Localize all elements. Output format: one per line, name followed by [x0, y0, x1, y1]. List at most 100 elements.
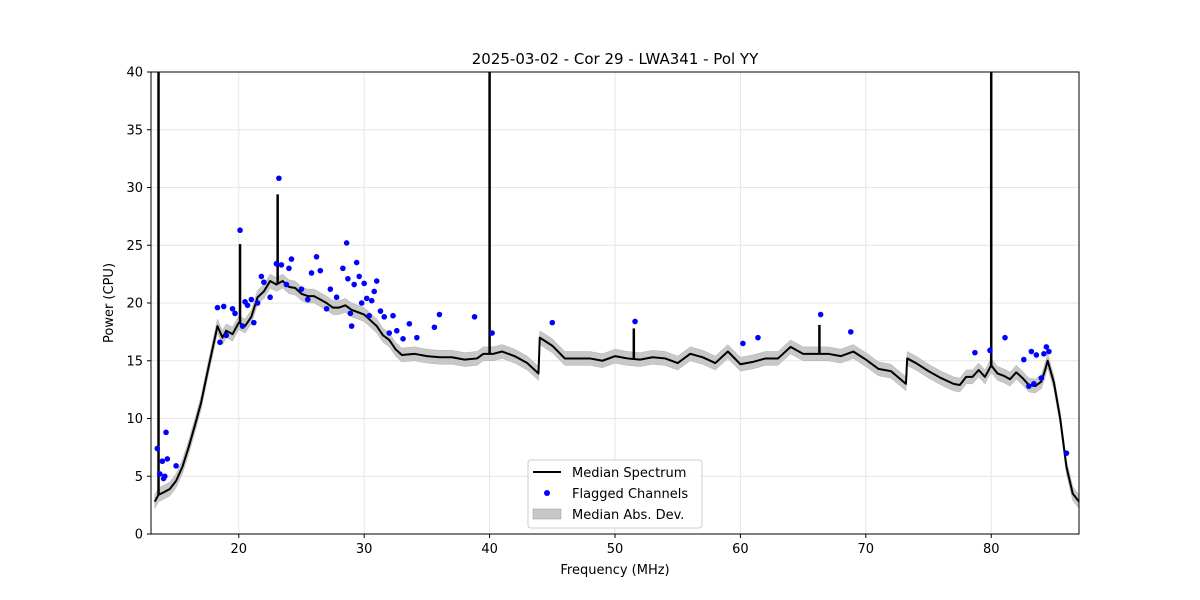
flagged-channel-point	[358, 300, 365, 306]
flagged-channel-point	[1043, 344, 1050, 350]
axis-ticks: 20 30 40 50 60 70 80 0 5 10 15 20 25 30 35 40	[126, 66, 999, 558]
flagged-channel-point	[817, 311, 824, 318]
flagged-channel-point	[373, 278, 380, 284]
chart-title: 2025-03-02 - Cor 29 - LWA341 - Pol YY	[472, 50, 759, 68]
y-tick-label: 20	[126, 297, 143, 312]
flagged-channel-point	[159, 458, 166, 465]
flagged-channel-point	[368, 297, 375, 304]
flagged-channel-point	[220, 303, 227, 310]
flagged-channel-point	[276, 175, 282, 182]
flagged-channel-point	[304, 296, 311, 303]
flagged-channel-point	[1033, 352, 1040, 358]
median-spectrum-line	[153, 280, 1080, 503]
legend-label-median-spectrum: Median Spectrum	[572, 466, 686, 481]
flagged-channel-point	[254, 300, 261, 306]
flagged-channel-point	[232, 310, 238, 317]
flagged-channel-point	[237, 227, 243, 234]
flagged-channel-point	[161, 473, 168, 480]
flagged-channel-point	[229, 305, 236, 312]
flagged-channel-point	[987, 347, 993, 354]
flagged-channel-point	[340, 265, 346, 272]
flagged-channel-point	[1041, 351, 1047, 357]
flagged-channel-point	[431, 324, 438, 331]
flagged-channel-point	[164, 456, 171, 462]
legend: Median Spectrum Flagged Channels Median …	[527, 459, 703, 529]
legend-box	[527, 459, 703, 529]
flagged-channel-point	[755, 334, 761, 341]
y-axis-label: Power (CPU)	[102, 263, 117, 343]
flagged-channel-point	[267, 294, 273, 301]
flagged-channel-point	[248, 296, 255, 303]
legend-label-median-abs-dev: Median Abs. Dev.	[572, 508, 684, 523]
flagged-channel-point	[348, 323, 355, 329]
flagged-channel-point	[356, 273, 362, 280]
flagged-channel-point	[258, 273, 265, 280]
x-tick-label: 60	[732, 542, 749, 557]
flagged-channel-point	[217, 339, 223, 346]
x-tick-label: 50	[607, 542, 624, 557]
y-tick-label: 30	[126, 181, 143, 196]
y-tick-label: 0	[135, 528, 143, 543]
flagged-channel-point	[847, 329, 854, 335]
x-tick-label: 20	[231, 542, 248, 557]
flagged-channel-point	[632, 318, 638, 325]
flagged-channel-point	[298, 286, 305, 292]
flagged-channel-point	[308, 270, 315, 276]
flagged-channel-point	[323, 305, 330, 312]
flagged-channel-point	[347, 310, 354, 317]
flagged-channel-point	[214, 304, 221, 311]
flagged-channel-point	[313, 253, 320, 260]
flagged-channel-point	[549, 319, 556, 326]
flagged-channel-point	[261, 279, 267, 286]
flagged-channel-point	[239, 323, 246, 329]
legend-label-flagged-channels: Flagged Channels	[572, 487, 688, 502]
flagged-channel-point	[317, 267, 324, 274]
flagged-channel-point	[283, 281, 290, 288]
flagged-channel-point	[1021, 356, 1027, 363]
flagged-channel-point	[156, 471, 163, 477]
flagged-channel-point	[381, 314, 388, 320]
flagged-channel-point	[333, 294, 340, 301]
flagged-channel-point	[286, 265, 292, 272]
flagged-channel-point	[1028, 348, 1035, 355]
median-spectrum-layer	[153, 72, 1080, 503]
flagged-channel-point	[1063, 450, 1070, 456]
flagged-channel-point	[1038, 375, 1045, 381]
flagged-channel-point	[363, 295, 370, 302]
flagged-channel-point	[1026, 383, 1032, 389]
flagged-channel-point	[353, 259, 360, 266]
flagged-channel-point	[223, 332, 230, 339]
flagged-channel-point	[1031, 381, 1037, 387]
flagged-channel-point	[343, 240, 350, 246]
flagged-channel-point	[371, 288, 378, 295]
x-tick-label: 80	[983, 542, 1000, 557]
flagged-channel-point	[1002, 334, 1008, 341]
flagged-channel-point	[244, 302, 251, 309]
legend-marker-swatch	[544, 490, 550, 496]
flagged-channel-point	[366, 312, 373, 319]
flagged-channel-point	[351, 281, 357, 288]
legend-patch-swatch	[532, 508, 562, 520]
x-tick-label: 70	[858, 542, 875, 557]
flagged-channel-point	[377, 308, 384, 314]
flagged-channels-layer	[154, 175, 1070, 482]
flagged-channel-point	[273, 260, 280, 267]
flagged-channel-point	[327, 286, 334, 292]
flagged-channel-point	[436, 311, 443, 318]
flagged-channel-point	[972, 349, 978, 356]
y-tick-label: 35	[126, 123, 143, 138]
flagged-channel-point	[390, 312, 396, 319]
flagged-channel-point	[361, 280, 367, 287]
flagged-channel-point	[154, 445, 161, 452]
flagged-channel-point	[386, 330, 393, 336]
flagged-channel-point	[288, 256, 295, 262]
flagged-channel-point	[163, 429, 169, 436]
y-tick-label: 5	[135, 470, 143, 485]
flagged-channel-point	[393, 327, 400, 334]
x-tick-label: 40	[481, 542, 498, 557]
flagged-channel-point	[251, 319, 257, 326]
flagged-channel-point	[400, 336, 406, 342]
flagged-channel-point	[345, 275, 351, 282]
